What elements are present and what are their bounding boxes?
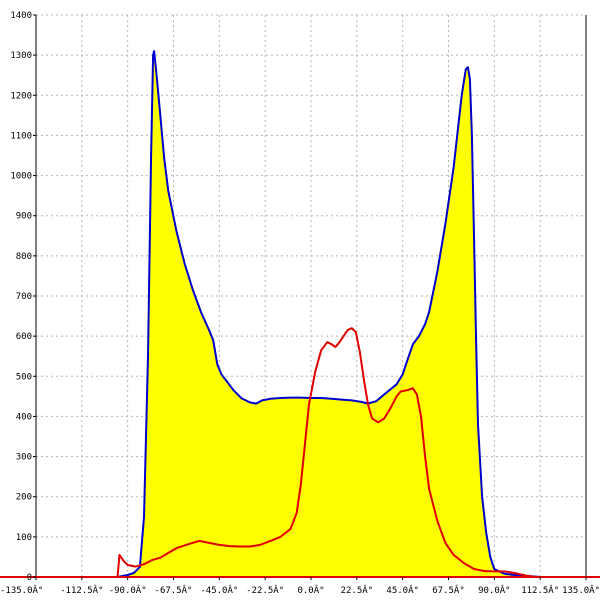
x-tick-labels: -135.0Â° -112.5Â° -90.0Â° -67.5Â° -45.0Â° -22… — [0, 584, 600, 596]
x-tick-label: -135.0Â° — [0, 584, 43, 596]
y-tick-label: 900 — [16, 212, 32, 222]
y-tick-labels: 0 100 200 300 400 500 600 700 800 900 1000 1100 1200… — [10, 11, 32, 583]
x-tick-label: 135.0Â° — [562, 584, 600, 596]
y-tick-label: 200 — [16, 493, 32, 503]
x-tick-label: 112.5Â° — [521, 584, 559, 596]
y-tick-label: 400 — [16, 412, 32, 422]
x-tick-label: -67.5Â° — [155, 584, 193, 596]
y-tick-label: 0 — [27, 573, 32, 583]
series-lines — [36, 50, 586, 578]
y-tick-label: 600 — [16, 332, 32, 342]
x-tick-label: 67.5Â° — [432, 584, 465, 596]
y-tick-label: 800 — [16, 252, 32, 262]
x-tick-label: -22.5Â° — [246, 584, 284, 596]
y-tick-label: 1300 — [10, 51, 32, 61]
x-tick-label: 90.0Â° — [478, 584, 511, 596]
y-tick-label: 1200 — [10, 91, 32, 101]
y-tick-label: 300 — [16, 453, 32, 463]
series-line-blue — [117, 50, 541, 578]
y-tick-label: 1000 — [10, 172, 32, 182]
x-tick-label: -45.0Â° — [200, 584, 238, 596]
x-tick-label: -90.0Â° — [109, 584, 147, 596]
filled-area — [117, 51, 541, 578]
x-tick-label: 22.5Â° — [341, 584, 374, 596]
x-tick-label: 0.0Â° — [297, 584, 324, 596]
y-tick-label: 500 — [16, 372, 32, 382]
y-tick-label: 700 — [16, 292, 32, 302]
y-tick-label: 1100 — [10, 131, 32, 141]
axes — [0, 14, 600, 580]
y-tick-label: 100 — [16, 533, 32, 543]
x-tick-label: -112.5Â° — [60, 584, 103, 596]
series-line-red — [36, 327, 586, 578]
x-tick-label: 45.0Â° — [386, 584, 419, 596]
series-fill-area — [117, 51, 541, 578]
y-tick-label: 1400 — [10, 11, 32, 21]
